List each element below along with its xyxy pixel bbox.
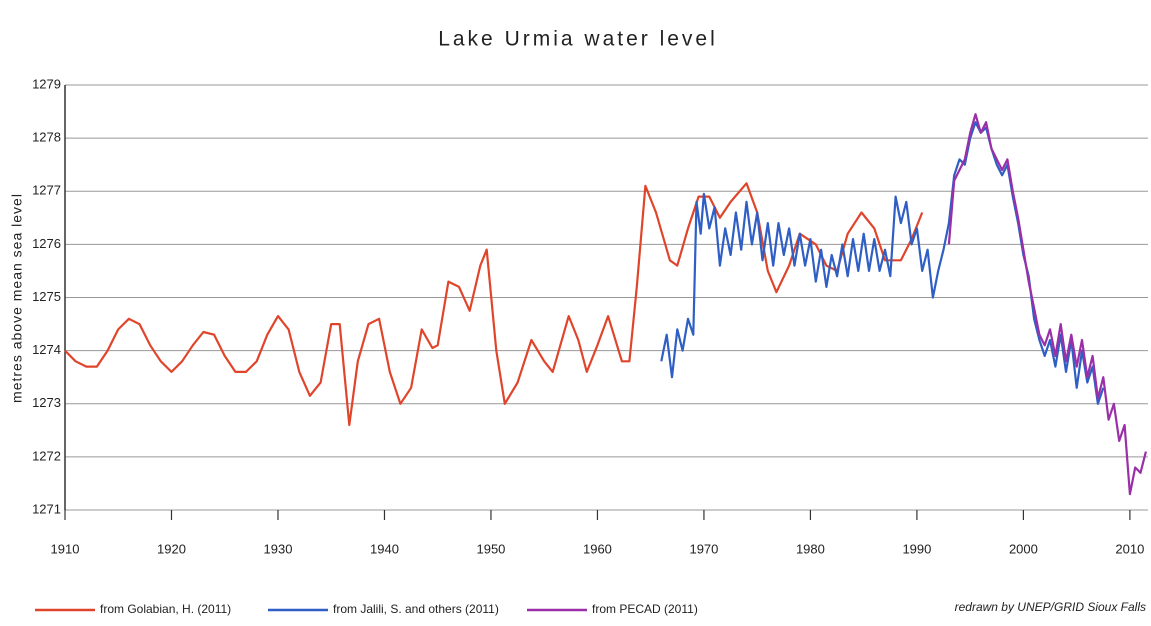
legend-label: from Jalili, S. and others (2011) xyxy=(333,602,499,616)
y-tick-label: 1278 xyxy=(32,130,61,145)
credit: redrawn by UNEP/GRID Sioux Falls xyxy=(955,600,1146,614)
y-axis-label: metres above mean sea level xyxy=(9,193,25,403)
x-tick-label: 1930 xyxy=(264,541,293,556)
x-tick-label: 1980 xyxy=(796,541,825,556)
x-tick-label: 1940 xyxy=(370,541,399,556)
legend-label: from Golabian, H. (2011) xyxy=(100,602,231,616)
x-tick-label: 2010 xyxy=(1115,541,1144,556)
y-tick-label: 1276 xyxy=(32,236,61,251)
x-tick-label: 1950 xyxy=(476,541,505,556)
y-tick-label: 1277 xyxy=(32,183,61,198)
x-tick-label: 1990 xyxy=(902,541,931,556)
chart-title: Lake Urmia water level xyxy=(438,28,718,51)
y-tick-label: 1274 xyxy=(32,342,61,357)
series-line xyxy=(64,182,924,427)
y-tick-label: 1271 xyxy=(32,501,61,516)
y-tick-label: 1273 xyxy=(32,395,61,410)
y-tick-label: 1272 xyxy=(32,448,61,463)
x-tick-label: 1920 xyxy=(157,541,186,556)
x-tick-label: 1970 xyxy=(689,541,718,556)
x-tick-label: 2000 xyxy=(1009,541,1038,556)
y-tick-label: 1275 xyxy=(32,289,61,304)
series-line xyxy=(660,121,1105,405)
x-tick-label: 1910 xyxy=(51,541,80,556)
x-tick-label: 1960 xyxy=(583,541,612,556)
y-tick-label: 1279 xyxy=(32,76,61,91)
series-line xyxy=(947,113,1147,496)
legend-label: from PECAD (2011) xyxy=(592,602,698,616)
